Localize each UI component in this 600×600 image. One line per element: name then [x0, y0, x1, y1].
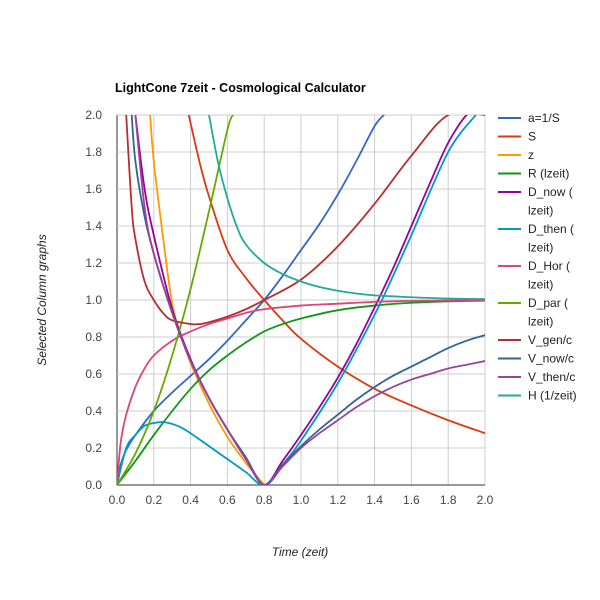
- x-tick-label: 1.6: [403, 493, 420, 507]
- series-line-v-gen-c: [125, 115, 485, 326]
- y-tick-label: 1.0: [85, 293, 102, 307]
- x-tick-label: 0.2: [145, 493, 162, 507]
- series-lines: [117, 115, 485, 485]
- legend-label-s: S: [528, 130, 536, 144]
- y-tick-label: 0.6: [85, 367, 102, 381]
- y-tick-label: 1.4: [85, 219, 102, 233]
- series-line-h-1-zeit: [208, 115, 485, 300]
- x-tick-label: 2.0: [477, 493, 494, 507]
- legend-label-d-hor-lzeit: D_Hor (lzeit): [528, 259, 570, 292]
- y-tick-label: 1.6: [85, 182, 102, 196]
- x-tick-label: 0.4: [182, 493, 199, 507]
- legend-label-v-gen-c: V_gen/c: [528, 333, 572, 347]
- y-tick-label: 2.0: [85, 108, 102, 122]
- series-line-d-hor-lzeit: [117, 299, 485, 485]
- legend-label-h-1-zeit: H (1/zeit): [528, 389, 577, 403]
- x-axis-title: Time (zeit): [272, 545, 329, 559]
- y-axis-title: Selected Column graphs: [35, 234, 49, 365]
- x-tick-label: 1.2: [329, 493, 346, 507]
- y-tick-label: 0.4: [85, 404, 102, 418]
- legend-label-d-par-lzeit: D_par (lzeit): [528, 296, 568, 329]
- x-tick-label: 0.6: [219, 493, 236, 507]
- x-tick-label: 0.0: [109, 493, 126, 507]
- series-line-v-then-c: [134, 115, 485, 485]
- y-tick-label: 0.8: [85, 330, 102, 344]
- y-tick-label: 1.2: [85, 256, 102, 270]
- legend-label-a-1-s: a=1/S: [528, 111, 560, 125]
- y-tick-label: 0.2: [85, 441, 102, 455]
- y-tick-label: 0.0: [85, 478, 102, 492]
- series-line-d-now-lzeit: [134, 115, 477, 485]
- y-tick-label: 1.8: [85, 145, 102, 159]
- x-tick-label: 0.8: [256, 493, 273, 507]
- legend-label-d-then-lzeit: D_then (lzeit): [528, 222, 574, 255]
- series-line-d-par-lzeit: [117, 115, 234, 485]
- legend-label-r-lzeit: R (lzeit): [528, 167, 569, 181]
- x-tick-label: 1.8: [440, 493, 457, 507]
- legend: a=1/S Sz R (lzeit) D_now (lzeit) D_then (lze…: [498, 111, 577, 403]
- series-line-s: [187, 115, 485, 435]
- x-tick-label: 1.0: [293, 493, 310, 507]
- legend-label-v-now-c: V_now/c: [528, 352, 574, 366]
- chart-title: LightCone 7zeit - Cosmological Calculato…: [115, 81, 366, 95]
- legend-label-z: z: [528, 148, 534, 162]
- legend-label-v-then-c: V_then/c: [528, 370, 575, 384]
- legend-label-d-now-lzeit: D_now (lzeit): [528, 185, 573, 218]
- x-tick-label: 1.4: [366, 493, 383, 507]
- tick-labels: 0.0 0.2 0.4 0.6 0.8 1.0 1.2 1.4 1.6 1.8 2.0 0.0 0.2 0…: [85, 108, 493, 507]
